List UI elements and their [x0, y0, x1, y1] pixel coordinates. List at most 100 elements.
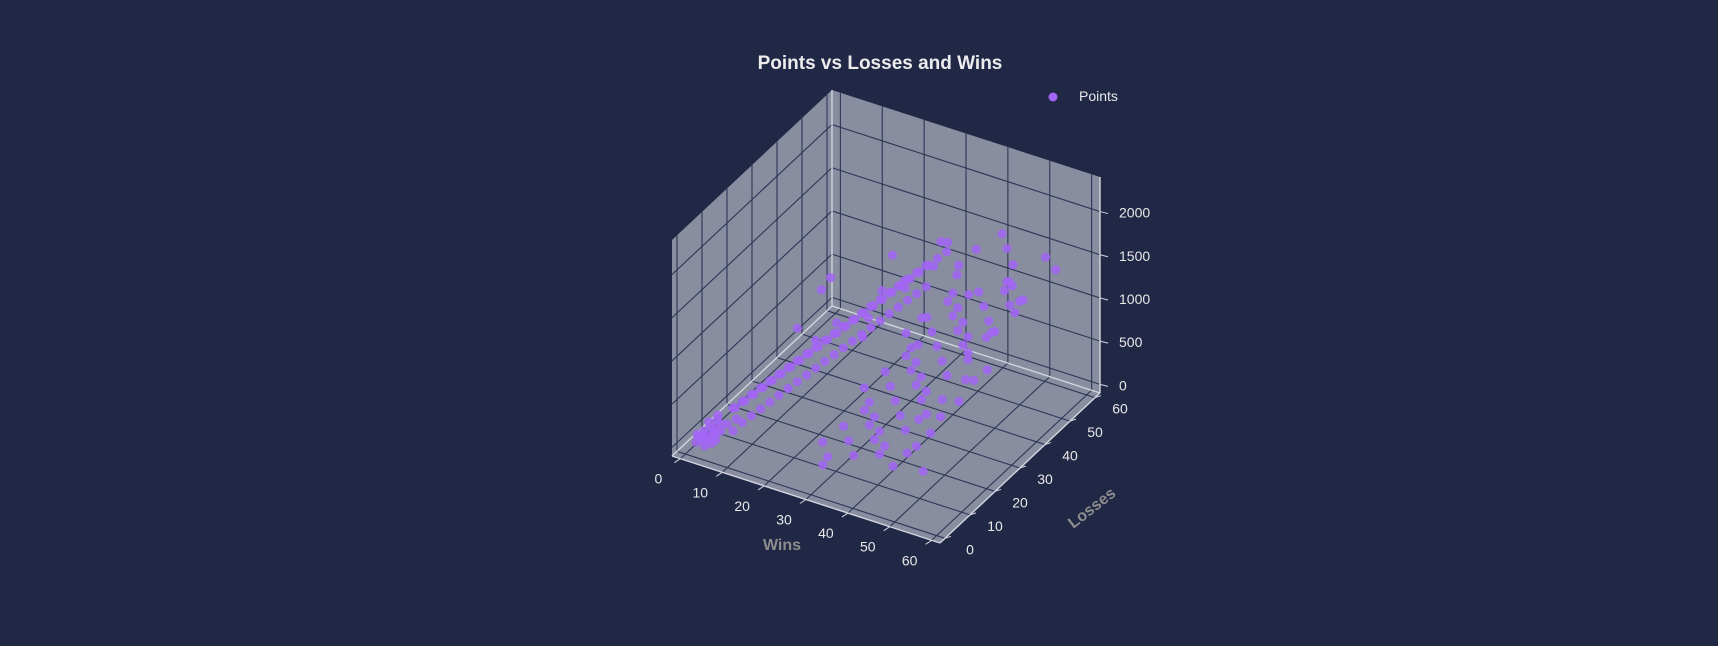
- legend[interactable]: Points: [1048, 88, 1118, 104]
- x-axis-title: Wins: [763, 537, 801, 554]
- y-tick-mark: [944, 535, 952, 539]
- data-point: [829, 329, 839, 339]
- data-point: [728, 426, 738, 436]
- data-point: [847, 315, 858, 325]
- data-point: [890, 396, 900, 406]
- data-point: [901, 328, 911, 338]
- data-point: [936, 412, 946, 422]
- z-tick-mark: [1099, 383, 1109, 387]
- x-tick-mark: [674, 458, 681, 464]
- data-point: [921, 386, 931, 396]
- data-point: [937, 356, 947, 366]
- x-tick-label: 30: [776, 512, 792, 528]
- y-tick-mark: [1069, 418, 1077, 422]
- data-point: [880, 367, 890, 377]
- gridline-z-back: [831, 210, 1101, 299]
- data-point: [888, 461, 898, 471]
- data-point: [877, 286, 887, 296]
- data-point: [899, 276, 909, 286]
- data-point: [864, 397, 875, 407]
- data-point: [903, 295, 913, 305]
- data-point: [704, 417, 714, 427]
- data-point: [838, 343, 848, 353]
- data-point: [774, 390, 784, 400]
- data-point: [783, 383, 793, 394]
- data-point: [963, 332, 973, 342]
- x-tick-mark: [883, 526, 891, 532]
- data-point: [884, 288, 894, 298]
- data-point: [902, 448, 912, 458]
- z-tick-label: 500: [1119, 334, 1143, 350]
- data-points: [691, 229, 1061, 476]
- data-point: [844, 436, 854, 446]
- gridline-z-back: [831, 124, 1101, 213]
- z-tick-mark: [1099, 254, 1109, 258]
- data-point: [728, 403, 738, 413]
- data-point: [838, 421, 849, 431]
- y-tick-mark: [994, 488, 1002, 492]
- data-point: [811, 363, 821, 373]
- data-point: [900, 425, 911, 435]
- y-tick-label: 0: [966, 541, 974, 557]
- data-point: [932, 341, 942, 351]
- data-point: [948, 311, 958, 321]
- data-point: [818, 460, 828, 470]
- data-point: [942, 370, 952, 381]
- data-point: [737, 396, 747, 407]
- data-point: [916, 395, 926, 405]
- data-point: [943, 237, 953, 247]
- data-point: [895, 410, 906, 421]
- data-point: [917, 313, 927, 323]
- y-tick-label: 40: [1062, 448, 1078, 464]
- data-point: [963, 355, 973, 365]
- data-point: [979, 301, 989, 311]
- data-point: [984, 316, 994, 326]
- data-point: [792, 323, 803, 333]
- data-point: [893, 302, 904, 312]
- data-point: [829, 350, 839, 360]
- data-point: [971, 244, 981, 254]
- data-point: [911, 441, 922, 451]
- gridline-z-side: [671, 296, 833, 448]
- z-tick-label: 1000: [1119, 291, 1150, 307]
- data-point: [818, 437, 828, 447]
- x-tick-mark: [841, 512, 849, 518]
- data-point: [826, 273, 836, 283]
- data-point: [912, 289, 922, 299]
- data-point: [958, 340, 968, 350]
- data-point: [958, 317, 968, 327]
- data-point: [875, 295, 885, 305]
- data-point: [849, 450, 859, 461]
- data-point: [713, 410, 723, 420]
- data-point: [1005, 300, 1015, 310]
- data-point: [929, 261, 939, 271]
- data-point: [1008, 260, 1018, 270]
- chart-title: Points vs Losses and Wins: [758, 53, 1003, 74]
- data-point: [990, 326, 1000, 337]
- data-point: [869, 434, 880, 445]
- y-tick-label: 10: [987, 518, 1003, 534]
- gridline-z-side: [671, 210, 833, 362]
- data-point: [756, 404, 766, 414]
- data-point: [816, 285, 827, 295]
- data-point: [875, 449, 885, 459]
- data-point: [953, 325, 963, 336]
- x-tick-label: 50: [860, 539, 876, 555]
- x-tick-mark: [757, 485, 765, 491]
- data-point: [857, 308, 867, 318]
- data-point: [869, 412, 880, 422]
- data-point: [746, 411, 757, 421]
- data-point: [887, 250, 898, 260]
- x-tick-label: 10: [692, 484, 708, 500]
- data-point: [756, 383, 766, 393]
- data-point: [913, 340, 923, 350]
- x-tick-mark: [799, 499, 807, 504]
- data-point: [926, 428, 936, 438]
- data-point: [863, 313, 874, 323]
- data-point: [823, 452, 833, 462]
- data-point: [937, 394, 947, 405]
- data-point: [952, 270, 962, 280]
- gridline-z-side: [671, 124, 833, 275]
